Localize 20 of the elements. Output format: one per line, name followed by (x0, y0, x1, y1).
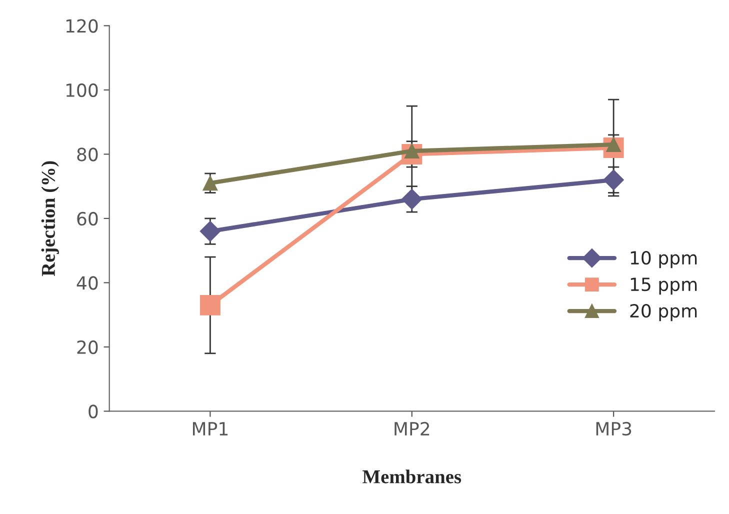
point (200, 220, 221, 242)
x-tick-label: MP1 (192, 422, 228, 436)
x-tick-label: MP3 (596, 422, 632, 436)
y-tick-label: 120 (66, 19, 98, 33)
y-tick-label: 0 (88, 404, 98, 418)
y-tick-label: 20 (77, 340, 98, 354)
point (202, 176, 218, 191)
point (200, 294, 220, 316)
point (402, 188, 422, 210)
legend-label: 15 ppm (630, 278, 697, 295)
y-tick-label: 60 (77, 212, 98, 226)
point (603, 170, 624, 190)
legend-label: 10 ppm (630, 250, 697, 268)
y-tick-label: 100 (66, 83, 98, 98)
y-tick-label: 40 (76, 276, 98, 290)
x-tick-label: MP2 (394, 422, 430, 436)
y-tick-label: 80 (77, 148, 98, 162)
y-axis-title: Rejection (%) (41, 161, 59, 276)
x-axis-title: Membranes (362, 470, 462, 484)
legend-label: 20 ppm (630, 304, 697, 322)
